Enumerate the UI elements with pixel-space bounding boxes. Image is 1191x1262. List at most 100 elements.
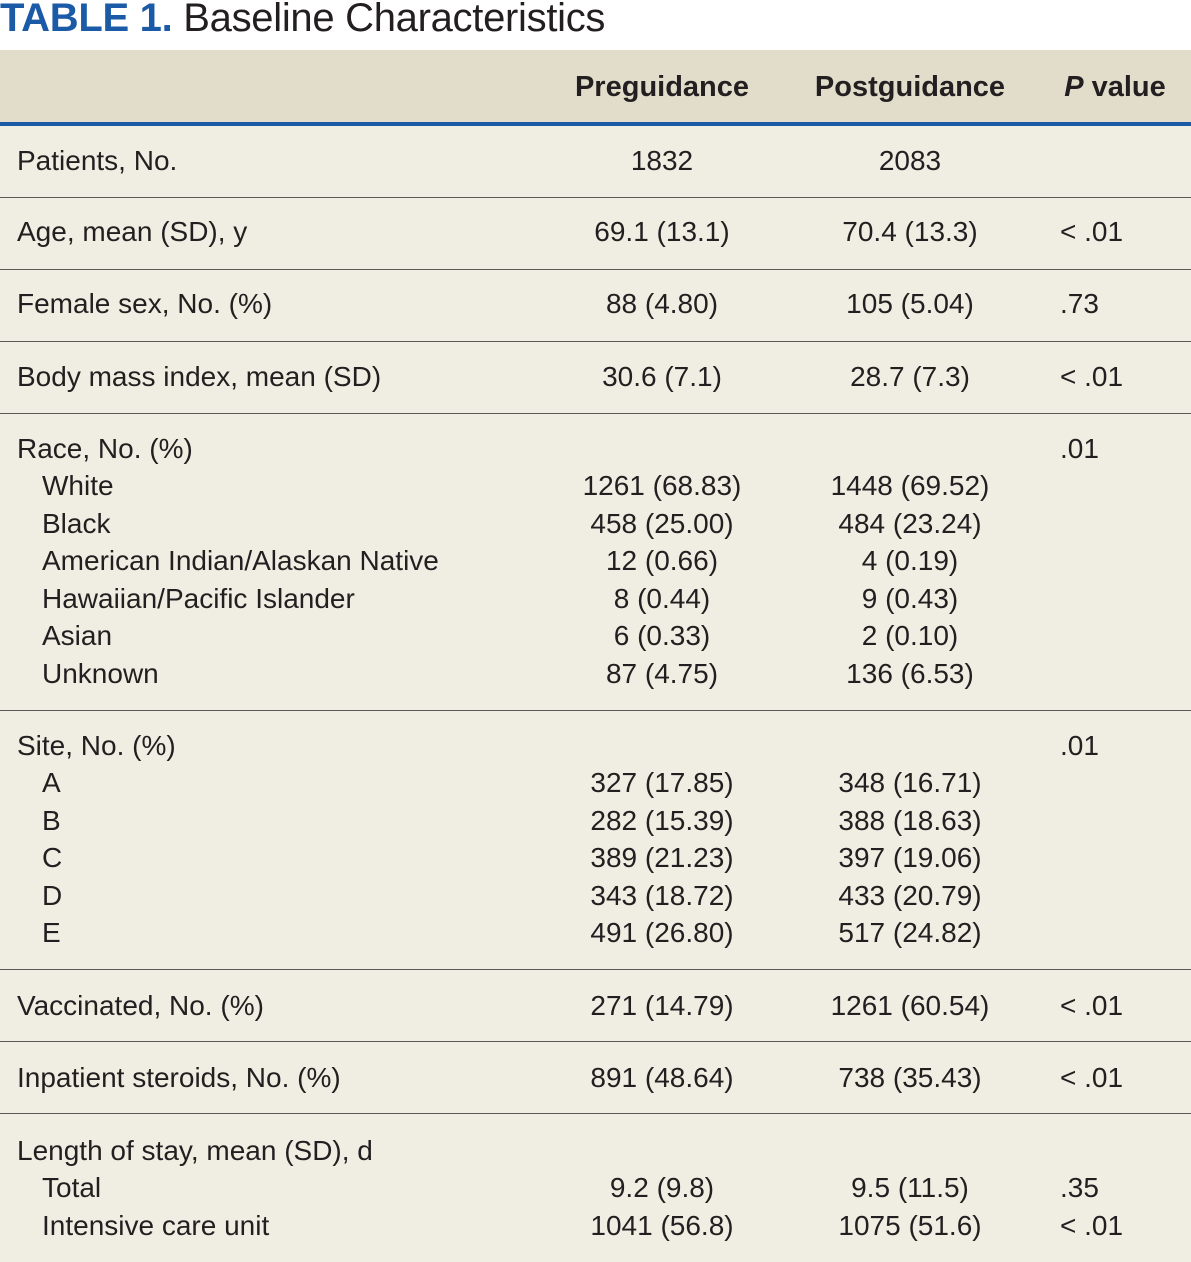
preguidance-value: 389 (21.23) [590, 842, 734, 873]
table-header: Preguidance Postguidance P value [0, 50, 1191, 126]
row-line: Patients, No. 1832 2083 [0, 142, 1191, 180]
preguidance-value: 282 (15.39) [590, 805, 734, 836]
postguidance-value: 70.4 (13.3) [842, 216, 978, 247]
sub-row-label: White [42, 470, 114, 501]
postguidance-value: 1448 (69.52) [830, 470, 990, 501]
header-p-value: P value [1040, 67, 1190, 107]
row-label: Body mass index, mean (SD) [17, 361, 382, 392]
preguidance-value: 343 (18.72) [590, 880, 734, 911]
p-value: < .01 [1060, 1062, 1124, 1093]
preguidance-value: 1041 (56.8) [590, 1210, 734, 1241]
postguidance-value: 433 (20.79) [838, 880, 982, 911]
table-caption: Baseline Characteristics [183, 0, 606, 40]
p-value: .01 [1060, 730, 1099, 761]
postguidance-value: 484 (23.24) [838, 508, 982, 539]
sub-row-label: Intensive care unit [42, 1210, 270, 1241]
header-p-italic: P [1064, 71, 1084, 103]
sub-row-label: A [42, 767, 61, 798]
p-value: .35 [1060, 1172, 1099, 1203]
preguidance-value: 491 (26.80) [590, 917, 734, 948]
postguidance-value: 1075 (51.6) [838, 1210, 982, 1241]
postguidance-value: 738 (35.43) [838, 1062, 982, 1093]
postguidance-value: 397 (19.06) [838, 842, 982, 873]
table-row: Inpatient steroids, No. (%) 891 (48.64) … [0, 1042, 1191, 1114]
preguidance-value: 271 (14.79) [590, 990, 734, 1021]
sub-row-label: Unknown [42, 658, 159, 689]
row-label: Length of stay, mean (SD), d [17, 1135, 373, 1166]
postguidance-value: 9.5 (11.5) [851, 1172, 969, 1203]
postguidance-value: 517 (24.82) [838, 917, 982, 948]
sub-row-label: D [42, 880, 63, 911]
table-row: Body mass index, mean (SD) 30.6 (7.1) 28… [0, 342, 1191, 414]
header-preguidance: Preguidance [574, 71, 750, 103]
postguidance-value: 2 (0.10) [861, 620, 959, 651]
row-label: Inpatient steroids, No. (%) [17, 1062, 341, 1093]
postguidance-value: 105 (5.04) [846, 288, 974, 319]
p-value: < .01 [1060, 990, 1124, 1021]
table-title: TABLE 1. Baseline Characteristics [0, 0, 605, 44]
postguidance-value: 9 (0.43) [861, 583, 959, 614]
header-p-rest: value [1083, 71, 1166, 103]
preguidance-value: 87 (4.75) [605, 658, 719, 689]
postguidance-value: 2083 [878, 145, 942, 176]
row-line: Site, No. (%) .01 [0, 727, 1191, 765]
preguidance-value: 69.1 (13.1) [594, 216, 730, 247]
sub-row-label: Total [42, 1172, 102, 1203]
sub-row: Total 9.2 (9.8) 9.5 (11.5) .35 [0, 1169, 1191, 1207]
sub-row: D 343 (18.72) 433 (20.79) [0, 877, 1191, 915]
table-row: Age, mean (SD), y 69.1 (13.1) 70.4 (13.3… [0, 198, 1191, 270]
sub-row: American Indian/Alaskan Native 12 (0.66)… [0, 542, 1191, 580]
row-line: Female sex, No. (%) 88 (4.80) 105 (5.04)… [0, 285, 1191, 323]
sub-row: Asian 6 (0.33) 2 (0.10) [0, 617, 1191, 655]
table-number: TABLE 1. [0, 0, 173, 40]
sub-row: Black 458 (25.00) 484 (23.24) [0, 505, 1191, 543]
p-value: .01 [1060, 433, 1099, 464]
sub-row-label: Asian [42, 620, 113, 651]
sub-row: Hawaiian/Pacific Islander 8 (0.44) 9 (0.… [0, 580, 1191, 618]
row-line: Length of stay, mean (SD), d [0, 1132, 1191, 1170]
sub-row-label: E [42, 917, 61, 948]
table-row-race: Race, No. (%) .01 White 1261 (68.83) 144… [0, 414, 1191, 711]
preguidance-value: 88 (4.80) [605, 288, 719, 319]
row-label: Female sex, No. (%) [17, 288, 273, 319]
sub-row: A 327 (17.85) 348 (16.71) [0, 764, 1191, 802]
preguidance-value: 6 (0.33) [613, 620, 711, 651]
preguidance-value: 327 (17.85) [590, 767, 734, 798]
sub-row: C 389 (21.23) 397 (19.06) [0, 839, 1191, 877]
header-postguidance: Postguidance [814, 71, 1006, 103]
table-row-length-of-stay: Length of stay, mean (SD), d Total 9.2 (… [0, 1114, 1191, 1262]
sub-row: Unknown 87 (4.75) 136 (6.53) [0, 655, 1191, 693]
sub-row-label: C [42, 842, 63, 873]
p-value: .73 [1060, 288, 1099, 319]
row-label: Vaccinated, No. (%) [17, 990, 264, 1021]
sub-row-label: Black [42, 508, 111, 539]
preguidance-value: 12 (0.66) [605, 545, 719, 576]
postguidance-value: 4 (0.19) [861, 545, 959, 576]
p-value: < .01 [1060, 1210, 1124, 1241]
postguidance-value: 388 (18.63) [838, 805, 982, 836]
row-line: Body mass index, mean (SD) 30.6 (7.1) 28… [0, 358, 1191, 396]
postguidance-value: 28.7 (7.3) [850, 361, 970, 392]
postguidance-value: 1261 (60.54) [830, 990, 990, 1021]
sub-row: E 491 (26.80) 517 (24.82) [0, 914, 1191, 952]
table-row: Patients, No. 1832 2083 [0, 126, 1191, 198]
p-value: < .01 [1060, 216, 1124, 247]
preguidance-value: 9.2 (9.8) [609, 1172, 715, 1203]
row-line: Age, mean (SD), y 69.1 (13.1) 70.4 (13.3… [0, 213, 1191, 251]
preguidance-value: 1832 [630, 145, 694, 176]
preguidance-value: 8 (0.44) [613, 583, 711, 614]
sub-row: White 1261 (68.83) 1448 (69.52) [0, 467, 1191, 505]
preguidance-value: 1261 (68.83) [582, 470, 742, 501]
table-row: Vaccinated, No. (%) 271 (14.79) 1261 (60… [0, 970, 1191, 1042]
row-line: Inpatient steroids, No. (%) 891 (48.64) … [0, 1059, 1191, 1097]
preguidance-value: 458 (25.00) [590, 508, 734, 539]
sub-row-label: American Indian/Alaskan Native [42, 545, 439, 576]
sub-row: B 282 (15.39) 388 (18.63) [0, 802, 1191, 840]
row-label: Age, mean (SD), y [17, 216, 248, 247]
table-row: Female sex, No. (%) 88 (4.80) 105 (5.04)… [0, 270, 1191, 342]
row-label: Patients, No. [17, 145, 178, 176]
table-row-site: Site, No. (%) .01 A 327 (17.85) 348 (16.… [0, 711, 1191, 970]
postguidance-value: 136 (6.53) [846, 658, 974, 689]
row-line: Race, No. (%) .01 [0, 430, 1191, 468]
row-label: Site, No. (%) [17, 730, 176, 761]
